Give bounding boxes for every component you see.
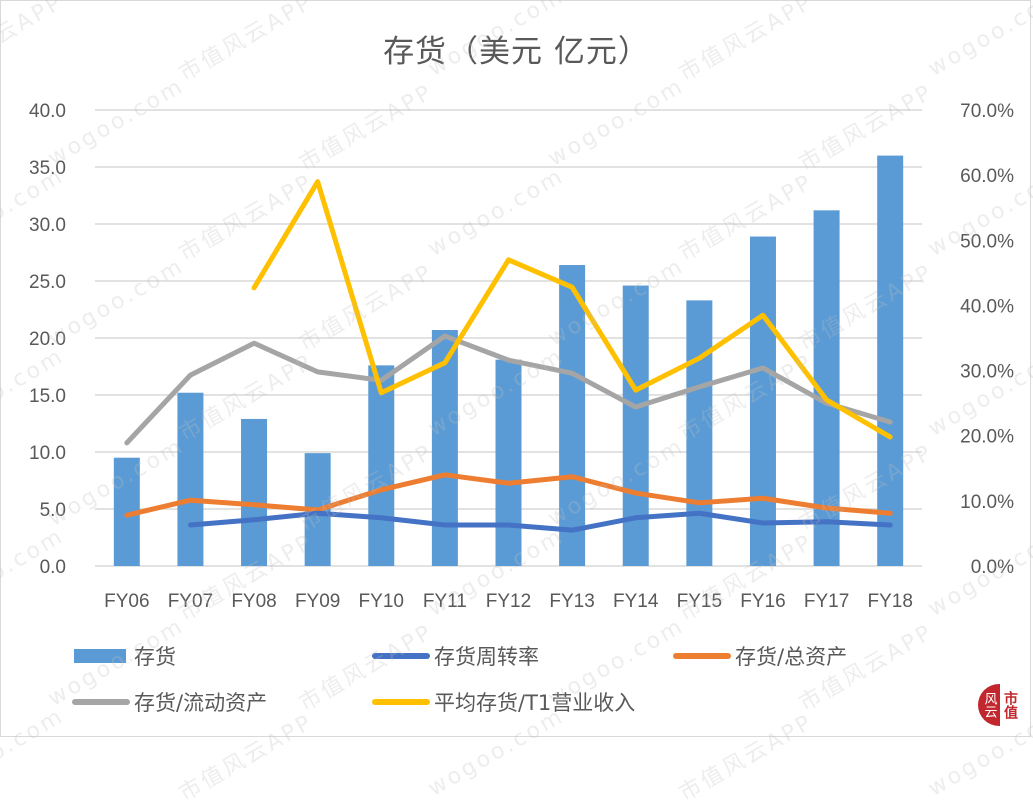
x-tick-label: FY06 [104,591,149,612]
inventory-bar [686,300,713,566]
x-tick-label: FY13 [549,591,594,612]
left-tick-label: 40.0 [29,101,66,122]
x-tick-label: FY14 [613,591,659,612]
x-tick-label: FY16 [740,591,785,612]
right-tick-label: 20.0% [960,427,1014,448]
inventory-bar [241,418,268,566]
x-tick-label: FY17 [804,591,849,612]
legend-item-inventory-total-assets: 存货/总资产 [673,641,847,671]
line-swatch-icon [72,699,130,705]
legend-label: 平均存货/T1营业收入 [434,691,636,715]
right-tick-label: 10.0% [960,492,1014,513]
logo-mark-icon: 风云 [978,684,1000,726]
inventory-bar [877,155,904,566]
bar-swatch-icon [74,649,126,663]
left-tick-label: 5.0 [40,500,66,521]
gridlines [95,109,922,567]
line-series-path [187,510,893,533]
line-series [124,179,893,533]
left-tick-label: 20.0 [29,329,66,350]
right-tick-label: 30.0% [960,362,1014,383]
x-tick-label: FY07 [168,591,213,612]
x-tick-label: FY11 [423,591,467,612]
inventory-bar [495,359,522,566]
right-tick-label: 0.0% [971,557,1014,578]
legend-label: 存货 [134,645,176,669]
line-swatch-icon [372,653,430,659]
left-tick-label: 0.0 [40,557,66,578]
inventory-bar [559,265,586,566]
line-swatch-icon [372,699,430,705]
legend-item-turnover: 存货周转率 [372,641,539,671]
left-y-axis: 0.0 5.0 10.0 15.0 20.0 25.0 30.0 35.0 40.0 [29,101,66,578]
legend-label: 存货/流动资产 [134,691,268,715]
left-tick-label: 10.0 [29,443,66,464]
legend-item-inventory: 存货 [74,641,176,671]
chart-frame [0,0,1031,737]
left-tick-label: 35.0 [29,158,66,179]
inventory-bar [622,285,649,566]
x-axis: FY06 FY07 FY08 FY09 FY10 FY11 FY12 FY13 FY14 FY15… [104,591,913,612]
x-tick-label: FY15 [677,591,722,612]
legend-label: 存货周转率 [434,645,539,669]
line-series-path [251,179,893,440]
legend: 存货 存货周转率 存货/总资产 存货/流动资产 平均存货/T1营业收入 [72,641,847,717]
chart-title: 存货（美元 亿元） [383,34,650,70]
inventory-bar [177,392,204,566]
inventory-bar [368,365,395,566]
right-tick-label: 70.0% [960,101,1014,122]
combo-chart: 0.0 5.0 10.0 15.0 20.0 25.0 30.0 35.0 40.0 0.0% 1… [29,101,1014,612]
left-tick-label: 30.0 [29,215,66,236]
x-tick-label: FY18 [867,591,912,612]
brand-logo: 风云 市值 [978,684,1020,726]
legend-item-avg-inventory-revenue: 平均存货/T1营业收入 [372,687,635,717]
right-tick-label: 40.0% [960,296,1014,317]
right-y-axis: 0.0% 10.0% 20.0% 30.0% 40.0% 50.0% 60.0% 70.0% [960,101,1014,578]
right-tick-label: 50.0% [960,231,1014,252]
logo-text: 市值 [1002,691,1018,719]
line-series-path [124,333,893,446]
legend-label: 存货/总资产 [735,645,848,669]
legend-item-inventory-current-assets: 存货/流动资产 [72,687,267,717]
right-tick-label: 60.0% [960,166,1014,187]
inventory-bar [749,236,776,567]
x-tick-label: FY08 [231,591,276,612]
line-swatch-icon [673,653,731,659]
x-tick-label: FY10 [359,591,404,612]
x-tick-label: FY12 [486,591,531,612]
left-tick-label: 15.0 [29,386,66,407]
x-tick-label: FY09 [295,591,340,612]
left-tick-label: 25.0 [29,272,66,293]
line-series-path [124,472,893,518]
